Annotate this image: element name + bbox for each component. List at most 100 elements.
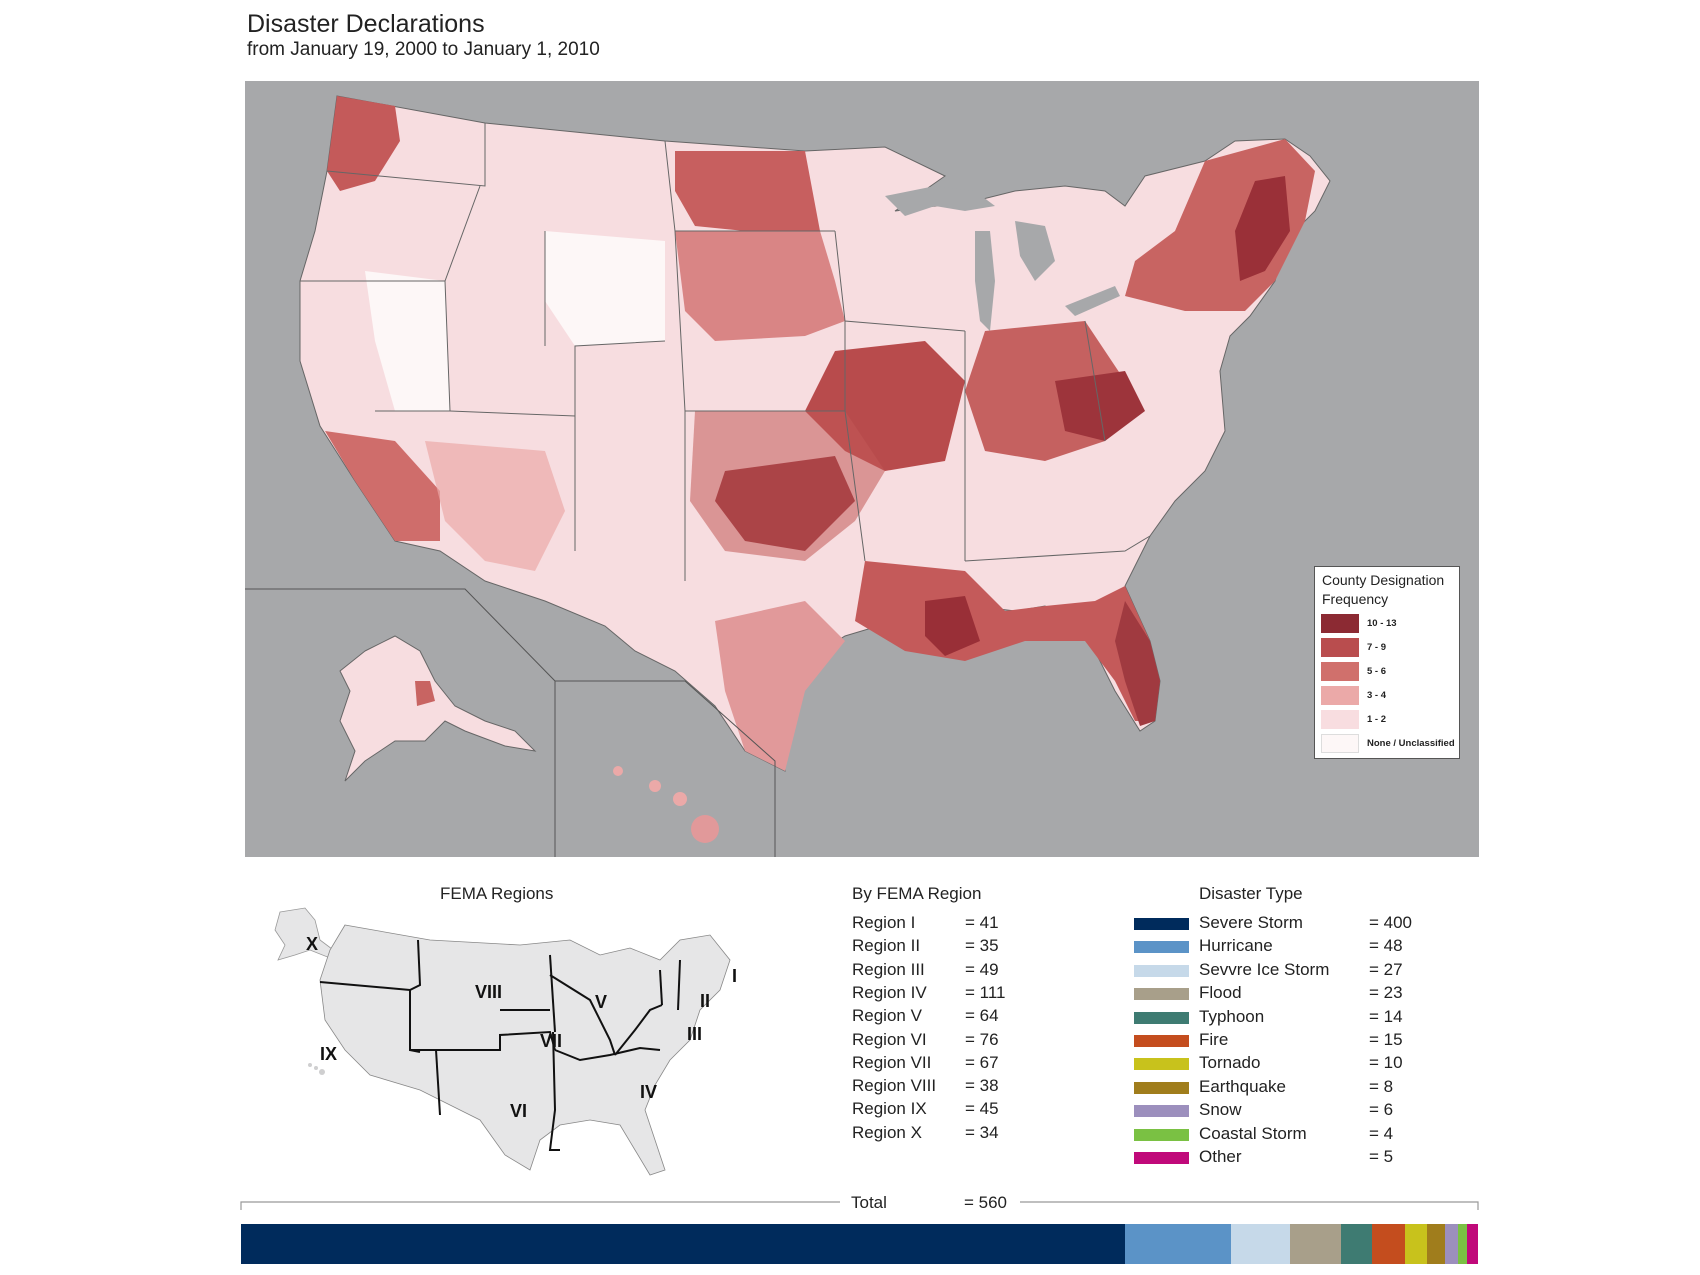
region-row: Region V = 64 bbox=[852, 1006, 1052, 1028]
region-row: Region VIII = 38 bbox=[852, 1076, 1052, 1098]
region-texas-coast bbox=[715, 601, 845, 771]
fema-label-x: X bbox=[306, 934, 318, 954]
lake-huron bbox=[1015, 221, 1055, 281]
disaster-type-row: Fire = 15 bbox=[1134, 1030, 1454, 1052]
region-row: Region III = 49 bbox=[852, 960, 1052, 982]
disaster-type-count: = 27 bbox=[1369, 959, 1403, 979]
region-florida-core bbox=[1115, 601, 1160, 726]
disaster-type-title: Disaster Type bbox=[1199, 884, 1303, 903]
fema-label-iv: IV bbox=[640, 1082, 657, 1102]
disaster-type-name: Severe Storm bbox=[1199, 913, 1303, 932]
disaster-type-row: Sevvre Ice Storm = 27 bbox=[1134, 960, 1454, 982]
disaster-type-count: = 6 bbox=[1369, 1100, 1394, 1120]
us-county-map-svg bbox=[245, 95, 1331, 857]
region-name: Region V bbox=[852, 1006, 922, 1026]
region-count: = 49 bbox=[965, 959, 999, 979]
disaster-type-name: Hurricane bbox=[1199, 936, 1273, 956]
disaster-type-count: = 48 bbox=[1369, 936, 1403, 956]
region-row: Region IX = 45 bbox=[852, 1099, 1052, 1121]
legend-title-line2: Frequency bbox=[1322, 591, 1389, 607]
region-row: Region I = 41 bbox=[852, 913, 1052, 935]
disaster-type-name: Fire bbox=[1199, 1030, 1229, 1049]
fema-hawaii-dot bbox=[319, 1069, 325, 1075]
total-bracket bbox=[240, 1201, 1479, 1210]
date-range-subtitle: from January 19, 2000 to January 1, 2010 bbox=[247, 39, 600, 60]
legend-swatch bbox=[1321, 614, 1359, 633]
region-count: = 35 bbox=[965, 936, 999, 956]
fema-regions-title: FEMA Regions bbox=[440, 884, 554, 903]
legend-swatch bbox=[1321, 686, 1359, 705]
disaster-type-swatch bbox=[1134, 1152, 1189, 1164]
disaster-type-swatch bbox=[1134, 1035, 1189, 1047]
legend-swatch bbox=[1321, 710, 1359, 729]
state-borders bbox=[300, 123, 1151, 581]
fema-label-i: I bbox=[732, 966, 737, 986]
region-row: Region X = 34 bbox=[852, 1123, 1052, 1145]
total-value: = 560 bbox=[964, 1193, 1008, 1212]
legend-label: None / Unclassified bbox=[1367, 738, 1455, 749]
disaster-type-name: Flood bbox=[1199, 983, 1242, 1003]
stacked-bar-segment bbox=[241, 1224, 1125, 1264]
region-count: = 67 bbox=[965, 1052, 999, 1072]
stacked-bar-segment bbox=[1371, 1224, 1406, 1264]
legend-title: County Designation Frequency bbox=[1322, 571, 1444, 609]
fema-label-viii: VIII bbox=[475, 982, 502, 1002]
region-name: Region IX bbox=[852, 1099, 927, 1119]
stacked-bar-segment bbox=[1405, 1224, 1428, 1264]
disaster-type-name: Snow bbox=[1199, 1100, 1242, 1120]
legend-label: 5 - 6 bbox=[1367, 666, 1387, 677]
region-pacific-northwest-high bbox=[327, 96, 400, 191]
disaster-type-count: = 10 bbox=[1369, 1053, 1403, 1073]
alaska-inset-frame bbox=[245, 588, 556, 857]
disaster-type-name: Earthquake bbox=[1199, 1076, 1286, 1096]
legend-label: 1 - 2 bbox=[1367, 714, 1387, 725]
stacked-bar-segment bbox=[1458, 1224, 1467, 1264]
stacked-bar-segment bbox=[1427, 1224, 1445, 1264]
hawaii-island-maui bbox=[673, 792, 687, 806]
region-row: Region II = 35 bbox=[852, 936, 1052, 958]
fema-label-ix: IX bbox=[320, 1044, 337, 1064]
stacked-bar-segment bbox=[1230, 1224, 1291, 1264]
disaster-type-row: Coastal Storm = 4 bbox=[1134, 1124, 1454, 1146]
region-oklahoma-ring bbox=[690, 411, 885, 561]
disaster-type-count: = 15 bbox=[1369, 1030, 1403, 1049]
disaster-type-name: Coastal Storm bbox=[1199, 1123, 1307, 1143]
region-row: Region VI = 76 bbox=[852, 1030, 1052, 1052]
lake-erie bbox=[1065, 286, 1120, 316]
alaska-southcentral-high bbox=[415, 681, 435, 706]
legend-swatch bbox=[1321, 638, 1359, 657]
legend-label: 7 - 9 bbox=[1367, 642, 1387, 653]
legend-label: 10 - 13 bbox=[1367, 618, 1397, 629]
disaster-type-swatch bbox=[1134, 1128, 1189, 1141]
region-count: = 38 bbox=[965, 1076, 999, 1096]
region-count: = 41 bbox=[965, 913, 999, 932]
disaster-type-swatch bbox=[1134, 1081, 1189, 1094]
frequency-legend: County Designation Frequency 10 - 13 7 -… bbox=[1314, 566, 1460, 759]
legend-swatch bbox=[1321, 662, 1359, 681]
stacked-bar-segment bbox=[1124, 1224, 1231, 1264]
lake-michigan bbox=[975, 231, 995, 331]
region-name: Region III bbox=[852, 959, 925, 979]
fema-hawaii-dot bbox=[314, 1066, 318, 1070]
fema-contiguous-us bbox=[319, 924, 731, 1176]
choropleth-map: County Designation Frequency 10 - 13 7 -… bbox=[245, 81, 1479, 857]
disaster-type-row: Earthquake = 8 bbox=[1134, 1077, 1454, 1099]
region-count: = 34 bbox=[965, 1122, 999, 1142]
region-appalachia bbox=[1055, 371, 1145, 441]
disaster-type-row: Snow = 6 bbox=[1134, 1100, 1454, 1122]
region-interior-west-none bbox=[545, 231, 665, 346]
region-name: Region VIII bbox=[852, 1076, 937, 1096]
disaster-type-swatch bbox=[1134, 1011, 1189, 1024]
disaster-type-swatch bbox=[1134, 1105, 1189, 1118]
legend-label: 3 - 4 bbox=[1367, 690, 1387, 701]
region-southern-california bbox=[325, 431, 440, 541]
fema-label-iii: III bbox=[687, 1024, 702, 1044]
by-region-title: By FEMA Region bbox=[852, 884, 982, 903]
region-name: Region IV bbox=[852, 982, 927, 1002]
region-dakotas-high bbox=[675, 151, 820, 241]
region-count: = 111 bbox=[965, 982, 1006, 1002]
disaster-type-row: Hurricane = 48 bbox=[1134, 936, 1454, 958]
region-count: = 64 bbox=[965, 1006, 999, 1026]
region-name: Region II bbox=[852, 936, 921, 956]
disaster-type-row: Severe Storm = 400 bbox=[1134, 913, 1454, 935]
